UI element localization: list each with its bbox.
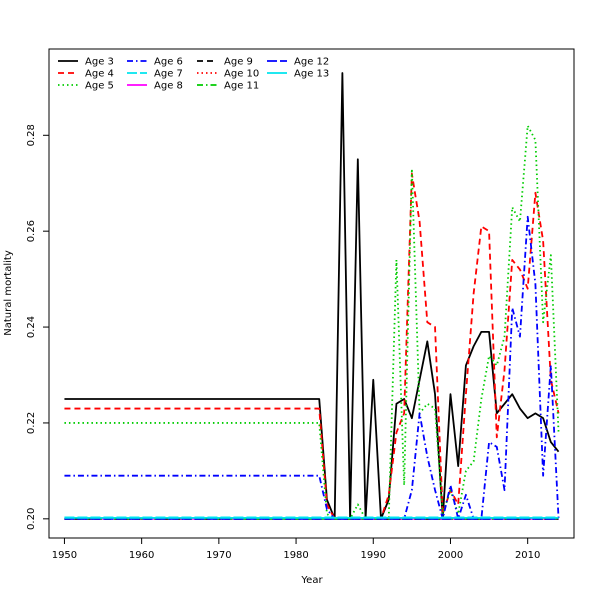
legend-label: Age 9 [224, 57, 253, 68]
x-tick-label: 1950 [52, 550, 77, 561]
legend-item-age-10: Age 10 [197, 69, 259, 80]
series-layer [64, 72, 560, 520]
legend-item-age-9: Age 9 [197, 57, 253, 68]
legend-item-age-6: Age 6 [127, 57, 183, 68]
x-tick-label: 1990 [361, 550, 386, 561]
legend-label: Age 5 [85, 81, 114, 92]
y-tick-label: 0.28 [26, 124, 37, 146]
legend-item-age-13: Age 13 [267, 69, 329, 80]
legend-item-age-11: Age 11 [197, 81, 259, 92]
y-axis: 0.20 0.22 0.24 0.26 0.28 [26, 124, 50, 530]
x-axis: 1950 1960 1970 1980 1990 2000 2010 [52, 537, 540, 561]
x-axis-label: Year [300, 575, 323, 586]
y-axis-label: Natural mortality [3, 250, 14, 336]
legend-label: Age 7 [154, 69, 183, 80]
legend-item-age-12: Age 12 [267, 57, 329, 68]
legend-label: Age 13 [294, 69, 329, 80]
y-tick-label: 0.22 [26, 412, 37, 434]
legend-label: Age 4 [85, 69, 114, 80]
legend-label: Age 10 [224, 69, 259, 80]
x-tick-label: 2010 [515, 550, 540, 561]
legend-label: Age 8 [154, 81, 183, 92]
legend-label: Age 11 [224, 81, 259, 92]
legend-item-age-3: Age 3 [58, 57, 114, 68]
legend-item-age-8: Age 8 [127, 81, 183, 92]
x-tick-label: 2000 [438, 550, 463, 561]
legend-item-age-5: Age 5 [58, 81, 114, 92]
legend-item-age-7: Age 7 [127, 69, 183, 80]
y-tick-label: 0.20 [26, 508, 37, 530]
x-tick-label: 1970 [206, 550, 231, 561]
legend-label: Age 6 [154, 57, 183, 68]
series-line-age-3 [64, 72, 560, 520]
y-tick-label: 0.26 [26, 220, 37, 242]
legend-label: Age 12 [294, 57, 329, 68]
series-line-age-6 [64, 215, 560, 520]
y-tick-label: 0.24 [26, 316, 37, 338]
legend-label: Age 3 [85, 57, 114, 68]
x-tick-label: 1960 [129, 550, 154, 561]
legend-item-age-4: Age 4 [58, 69, 114, 80]
x-tick-label: 1980 [283, 550, 308, 561]
